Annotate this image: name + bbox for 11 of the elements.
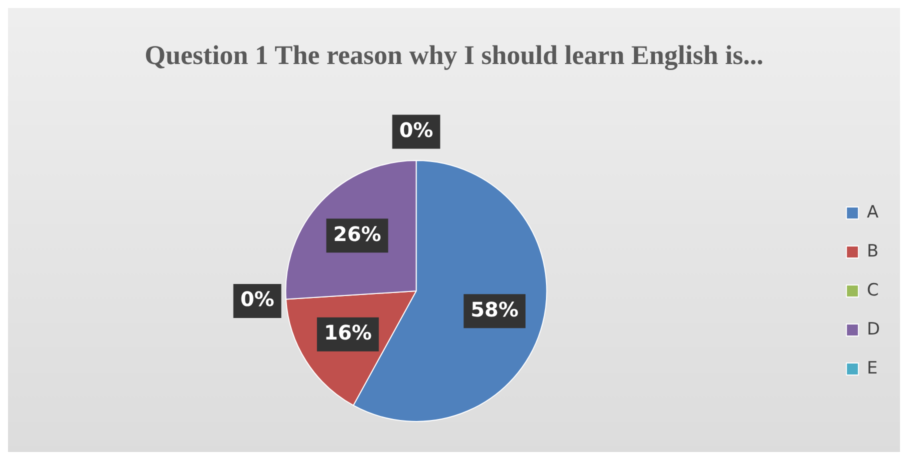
data-label: 16%	[324, 320, 372, 345]
legend-label: E	[866, 358, 878, 378]
chart-title: Question 1 The reason why I should learn English is...	[144, 39, 764, 72]
legend-label: A	[866, 202, 879, 222]
legend-label: B	[866, 241, 879, 262]
legend-label: D	[866, 319, 880, 340]
text: 0%	[240, 287, 274, 312]
data-label: 26%	[333, 222, 382, 246]
text: 0%	[399, 118, 434, 142]
legend-label: C	[866, 280, 879, 300]
data-label: 58%	[470, 297, 519, 322]
